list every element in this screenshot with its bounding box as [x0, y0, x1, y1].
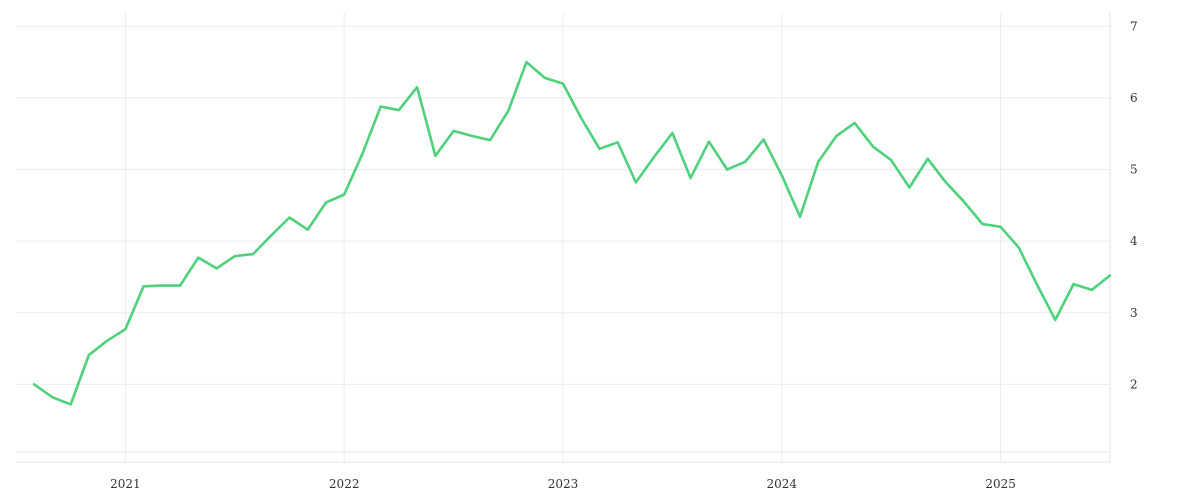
series-line	[32, 60, 1112, 406]
y-tick-label: 4	[1130, 234, 1138, 248]
y-tick-label: 2	[1130, 377, 1138, 391]
y-tick-label: 7	[1130, 19, 1138, 33]
x-tick-label: 2022	[329, 477, 360, 491]
gridlines	[16, 12, 1110, 462]
x-tick-label: 2021	[110, 477, 141, 491]
y-tick-label: 5	[1130, 163, 1138, 177]
tick-labels: 2 3 4 5 6 7 2021 2022 2023 2024 2025	[110, 19, 1138, 491]
y-tick-label: 3	[1130, 306, 1138, 320]
x-tick-label: 2023	[548, 477, 579, 491]
axes	[16, 12, 1111, 463]
x-tick-label: 2025	[985, 477, 1016, 491]
y-tick-label: 6	[1130, 91, 1138, 105]
series-group	[32, 60, 1112, 406]
x-tick-label: 2024	[767, 477, 798, 491]
